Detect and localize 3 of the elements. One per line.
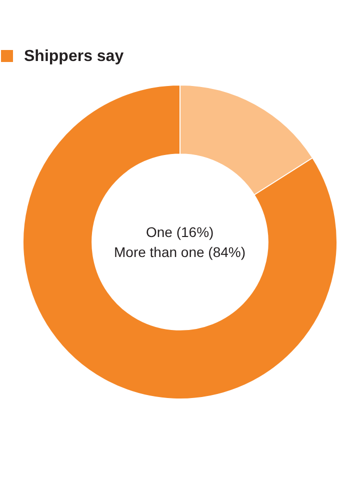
slice-label: One (16%) xyxy=(146,224,214,240)
slice-label: More than one (84%) xyxy=(114,244,246,260)
legend-label: Shippers say xyxy=(24,48,124,65)
